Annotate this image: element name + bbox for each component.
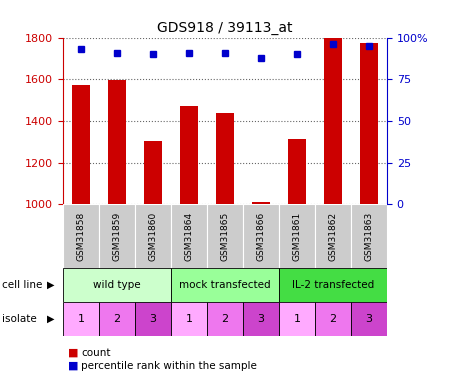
Bar [279, 268, 387, 302]
Bar [360, 43, 378, 204]
Bar [63, 204, 99, 268]
Bar [207, 204, 243, 268]
Bar [135, 302, 171, 336]
Text: 3: 3 [365, 314, 373, 324]
Bar [207, 302, 243, 336]
Bar [216, 112, 234, 204]
Text: GSM31864: GSM31864 [184, 211, 194, 261]
Bar [99, 302, 135, 336]
Bar [315, 302, 351, 336]
Text: 1: 1 [293, 314, 301, 324]
Text: ■: ■ [68, 348, 78, 357]
Text: 1: 1 [185, 314, 193, 324]
Bar [279, 204, 315, 268]
Text: mock transfected: mock transfected [179, 280, 271, 290]
Text: GSM31865: GSM31865 [220, 211, 230, 261]
Bar [252, 202, 270, 204]
Text: GSM31866: GSM31866 [256, 211, 266, 261]
Text: ▶: ▶ [47, 280, 55, 290]
Bar [288, 139, 306, 204]
Bar [171, 204, 207, 268]
Bar [351, 302, 387, 336]
Text: 1: 1 [77, 314, 85, 324]
Bar [99, 204, 135, 268]
Text: GSM31861: GSM31861 [292, 211, 302, 261]
Bar [180, 106, 198, 204]
Text: ▶: ▶ [47, 314, 55, 324]
Text: 2: 2 [221, 314, 229, 324]
Bar [315, 204, 351, 268]
Bar [63, 268, 171, 302]
Bar [243, 302, 279, 336]
Bar [171, 302, 207, 336]
Text: ■: ■ [68, 361, 78, 370]
Text: 2: 2 [329, 314, 337, 324]
Text: GSM31858: GSM31858 [76, 211, 86, 261]
Text: 3: 3 [257, 314, 265, 324]
Bar [324, 38, 342, 204]
Bar [144, 141, 162, 204]
Text: percentile rank within the sample: percentile rank within the sample [81, 361, 257, 370]
Text: GSM31859: GSM31859 [112, 211, 122, 261]
Bar [171, 268, 279, 302]
Text: wild type: wild type [93, 280, 141, 290]
Bar [108, 80, 126, 204]
Bar [135, 204, 171, 268]
Title: GDS918 / 39113_at: GDS918 / 39113_at [157, 21, 293, 35]
Text: IL-2 transfected: IL-2 transfected [292, 280, 374, 290]
Text: cell line: cell line [2, 280, 43, 290]
Text: 3: 3 [149, 314, 157, 324]
Text: count: count [81, 348, 111, 357]
Text: GSM31862: GSM31862 [328, 211, 338, 261]
Text: GSM31860: GSM31860 [148, 211, 157, 261]
Bar [243, 204, 279, 268]
Bar [63, 302, 99, 336]
Bar [279, 302, 315, 336]
Text: 2: 2 [113, 314, 121, 324]
Bar [351, 204, 387, 268]
Text: isolate: isolate [2, 314, 37, 324]
Text: GSM31863: GSM31863 [364, 211, 373, 261]
Bar [72, 86, 90, 204]
